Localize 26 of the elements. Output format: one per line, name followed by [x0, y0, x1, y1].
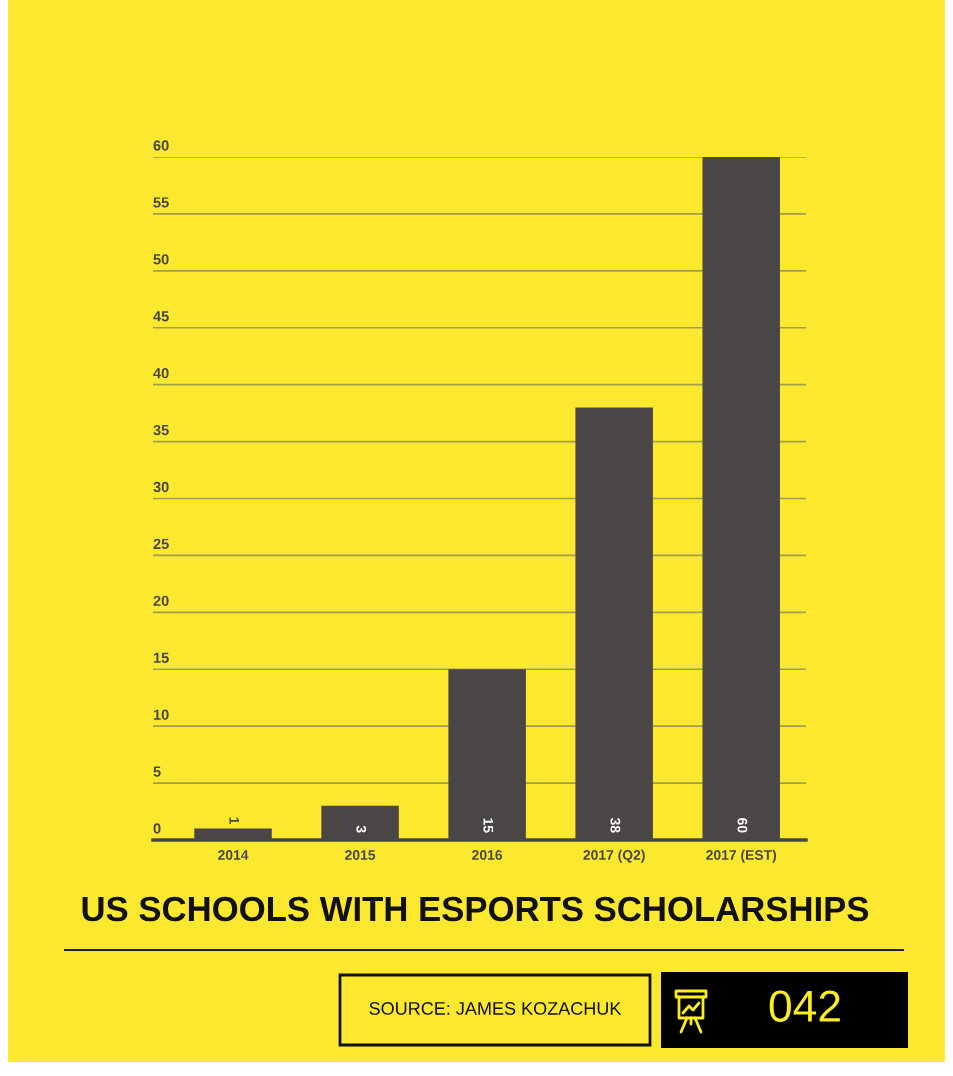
- x-tick-label: 2014: [218, 850, 249, 860]
- x-tick-label: 2015: [345, 850, 376, 860]
- data-label: 15: [483, 818, 494, 833]
- data-label: 3: [356, 825, 367, 833]
- text: US SCHOOLS WITH ESPORTS SCHOLARSHIPS: [82, 896, 869, 922]
- y-tick-label: 15: [153, 652, 169, 663]
- y-tick-label: 30: [153, 481, 169, 493]
- y-tick-label: 25: [153, 538, 169, 550]
- data-label: 60: [737, 818, 748, 833]
- source-note: SOURCE: JAMES KOZACHUK: [369, 1002, 622, 1015]
- y-tick-label: 55: [153, 197, 169, 208]
- y-tick-label: 10: [153, 709, 169, 720]
- y-tick-label: 40: [153, 367, 169, 379]
- y-tick-label: 20: [153, 595, 169, 606]
- y-tick-label: 35: [153, 424, 169, 436]
- y-tick-label: 0: [153, 823, 161, 834]
- y-tick-label: 60: [153, 140, 169, 151]
- x-tick-label: 2016: [472, 850, 503, 860]
- x-tick-label: 2017 (EST): [706, 849, 777, 863]
- data-label: 38: [610, 817, 621, 833]
- x-tick-label: 2017 (Q2): [583, 849, 645, 863]
- y-tick-label: 5: [153, 766, 161, 777]
- y-tick-label: 45: [153, 311, 169, 322]
- y-tick-label: 50: [153, 254, 169, 265]
- data-label: 1: [229, 817, 239, 825]
- text: 042: [769, 990, 840, 1022]
